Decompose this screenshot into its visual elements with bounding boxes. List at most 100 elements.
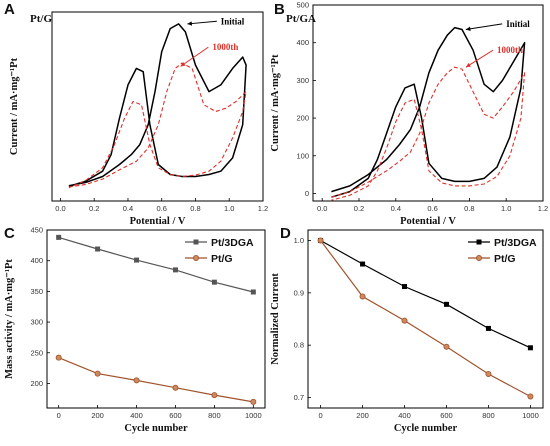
x-tick-label: 1.2: [258, 204, 268, 213]
x-tick-label: 0.0: [317, 204, 327, 213]
series-line: [58, 357, 254, 403]
legend-marker: [476, 239, 482, 245]
y-tick-label: 300: [30, 318, 43, 327]
series-line: [320, 239, 531, 349]
x-tick-label: 0.2: [354, 204, 364, 213]
y-tick-label: 100: [296, 151, 309, 160]
x-tick-label: 400: [398, 411, 411, 420]
x-tick-label: 1000: [245, 411, 262, 420]
y-tick-label: 0: [305, 189, 309, 198]
data-point: [134, 257, 140, 263]
x-axis-label: Cycle number: [124, 423, 188, 434]
annotation-arrowhead: [187, 21, 193, 26]
x-tick-label: 0: [319, 411, 323, 420]
y-tick-label: 350: [30, 287, 43, 296]
annotation-arrow: [187, 20, 217, 25]
data-point: [172, 384, 179, 391]
y-tick-label: 250: [30, 348, 43, 357]
legend-label: Pt/G: [211, 253, 233, 265]
data-point: [250, 398, 257, 405]
data-point: [250, 289, 256, 295]
x-tick-label: 400: [130, 411, 143, 420]
y-tick-label: 400: [296, 38, 309, 47]
cv-curve-initial: [68, 23, 247, 188]
panel-letter: A: [4, 1, 15, 18]
data-point: [133, 377, 140, 384]
y-tick-label: 500: [296, 1, 309, 10]
x-tick-label: 1.2: [538, 204, 548, 213]
x-tick-label: 0.4: [123, 204, 133, 213]
legend-marker: [193, 239, 199, 245]
y-tick-label: 200: [30, 379, 43, 388]
legend-marker: [475, 254, 482, 261]
data-point: [211, 392, 218, 399]
data-point: [56, 234, 62, 240]
y-tick-label: 450: [30, 226, 43, 235]
data-point: [94, 370, 101, 377]
annotation-arrow: [465, 23, 503, 30]
annotation-label: 1000th: [497, 45, 523, 55]
annotation-label: 1000th: [212, 42, 238, 52]
data-point: [527, 393, 534, 400]
data-point: [527, 345, 533, 351]
x-tick-label: 1.0: [501, 204, 511, 213]
y-axis-label: Current / mA·mg⁻¹Pt: [9, 57, 20, 155]
x-tick-label: 1000: [522, 411, 539, 420]
x-axis-label: Potential / V: [130, 216, 186, 227]
series-line: [320, 240, 531, 398]
legend-label: Pt/3DGA: [494, 237, 537, 249]
x-tick-label: 600: [440, 411, 453, 420]
y-tick-label: 0.7: [294, 393, 304, 402]
y-tick-label: 200: [296, 114, 309, 123]
plot-frame: [312, 4, 544, 202]
y-axis-label: Mass activity / mA·mg⁻¹Pt: [4, 259, 15, 379]
annotation-label: Initial: [221, 16, 245, 26]
x-tick-label: 0: [57, 411, 61, 420]
x-axis-label: Cycle number: [394, 423, 458, 434]
annotation-arrow: [180, 46, 209, 67]
y-tick-label: 0.8: [294, 341, 304, 350]
data-point: [211, 279, 217, 285]
annotation-label: Initial: [506, 19, 530, 29]
data-point: [360, 261, 366, 267]
panel-title: Pt/G: [30, 13, 52, 25]
panel-letter: B: [274, 1, 285, 18]
data-point: [443, 343, 450, 350]
y-tick-label: 300: [296, 76, 309, 85]
panel-d: 0 200 400 600 800 1000 0.7 0.8 0.9 1.0 Cycle numbe…: [270, 225, 544, 434]
y-tick-label: 400: [30, 256, 43, 265]
data-point: [317, 237, 324, 244]
x-tick-label: 200: [91, 411, 104, 420]
x-tick-label: 600: [169, 411, 182, 420]
plot-frame: [307, 229, 544, 409]
cv-curve-1000th: [331, 66, 526, 201]
legend-label: Pt/G: [494, 253, 516, 265]
panel-c: 0 200 400 600 800 1000 200 250 300 350 400 450 Cycle…: [4, 225, 266, 434]
data-point: [401, 317, 408, 324]
cv-curve-initial: [331, 26, 526, 198]
data-point: [443, 301, 449, 307]
plot-frame: [46, 229, 266, 409]
x-tick-label: 200: [356, 411, 369, 420]
annotation-arrowhead: [465, 62, 471, 68]
data-point: [485, 325, 491, 331]
x-tick-label: 0.2: [89, 204, 99, 213]
cv-curve-1000th: [68, 62, 247, 189]
x-tick-label: 800: [482, 411, 495, 420]
legend-marker: [192, 254, 199, 261]
y-axis-label: Normalized Current: [270, 273, 281, 365]
legend-label: Pt/3DGA: [211, 237, 254, 249]
x-tick-label: 1.0: [224, 204, 234, 213]
x-tick-label: 0.6: [427, 204, 437, 213]
series-line: [58, 236, 254, 293]
y-tick-label: 1.0: [294, 236, 304, 245]
annotation-arrowhead: [180, 62, 186, 67]
data-point: [172, 267, 178, 273]
x-tick-label: 0.4: [391, 204, 401, 213]
x-tick-label: 800: [208, 411, 221, 420]
annotation-arrowhead: [465, 26, 471, 31]
y-axis-label: Current / mA·mg⁻¹Pt: [270, 54, 281, 152]
panel-a: 0.0 0.2 0.4 0.6 0.8 1.0 1.2 Potential / V Curren…: [4, 1, 268, 227]
x-tick-label: 0.0: [55, 204, 65, 213]
